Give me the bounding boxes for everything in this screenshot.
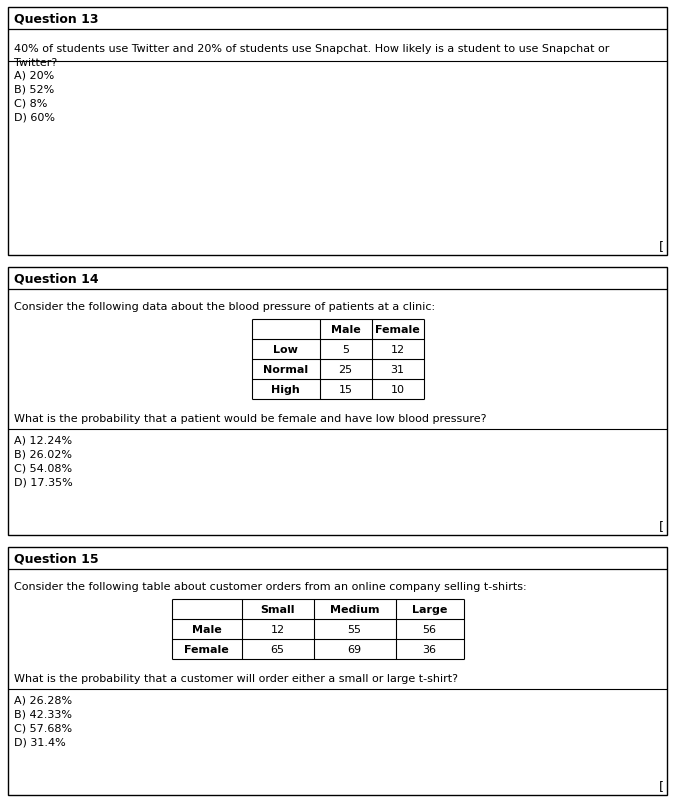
Text: 65: 65 <box>271 644 284 654</box>
Text: Large: Large <box>412 604 447 614</box>
Text: 31: 31 <box>391 365 404 374</box>
Text: Question 14: Question 14 <box>14 272 99 285</box>
Text: 36: 36 <box>423 644 437 654</box>
Text: What is the probability that a customer will order either a small or large t-shi: What is the probability that a customer … <box>14 673 458 683</box>
Text: 40% of students use Twitter and 20% of students use Snapchat. How likely is a st: 40% of students use Twitter and 20% of s… <box>14 44 610 54</box>
Text: Male: Male <box>192 624 221 634</box>
Text: Female: Female <box>184 644 229 654</box>
Text: A) 26.28%: A) 26.28% <box>14 695 72 705</box>
Text: A) 12.24%: A) 12.24% <box>14 435 72 446</box>
Text: 55: 55 <box>348 624 362 634</box>
Text: C) 8%: C) 8% <box>14 98 47 108</box>
Text: Question 15: Question 15 <box>14 552 99 565</box>
Text: [: [ <box>659 240 664 253</box>
Text: Normal: Normal <box>263 365 308 374</box>
Text: 5: 5 <box>342 344 349 355</box>
Bar <box>8 8 667 255</box>
Text: C) 54.08%: C) 54.08% <box>14 463 72 474</box>
Text: 15: 15 <box>338 385 352 394</box>
Text: 25: 25 <box>338 365 352 374</box>
Text: High: High <box>271 385 300 394</box>
Text: C) 57.68%: C) 57.68% <box>14 723 72 733</box>
Text: D) 60%: D) 60% <box>14 112 55 122</box>
Text: 12: 12 <box>390 344 404 355</box>
Text: Small: Small <box>261 604 295 614</box>
Bar <box>8 548 667 795</box>
Text: B) 26.02%: B) 26.02% <box>14 450 72 459</box>
Text: A) 20%: A) 20% <box>14 70 54 80</box>
Text: 10: 10 <box>391 385 404 394</box>
Text: B) 42.33%: B) 42.33% <box>14 709 72 719</box>
Text: 12: 12 <box>271 624 285 634</box>
Text: D) 17.35%: D) 17.35% <box>14 478 73 487</box>
Text: 56: 56 <box>423 624 437 634</box>
Text: [: [ <box>659 779 664 792</box>
Text: Female: Female <box>375 324 420 335</box>
Text: What is the probability that a patient would be female and have low blood pressu: What is the probability that a patient w… <box>14 414 487 423</box>
Text: Twitter?: Twitter? <box>14 58 57 68</box>
Text: B) 52%: B) 52% <box>14 84 54 94</box>
Text: Question 13: Question 13 <box>14 13 99 26</box>
Text: Medium: Medium <box>330 604 379 614</box>
Text: [: [ <box>659 520 664 532</box>
Text: Consider the following data about the blood pressure of patients at a clinic:: Consider the following data about the bl… <box>14 302 435 312</box>
Text: Male: Male <box>331 324 360 335</box>
Text: 69: 69 <box>348 644 362 654</box>
Bar <box>8 267 667 536</box>
Text: Consider the following table about customer orders from an online company sellin: Consider the following table about custo… <box>14 581 526 591</box>
Text: Low: Low <box>273 344 298 355</box>
Text: D) 31.4%: D) 31.4% <box>14 737 65 747</box>
